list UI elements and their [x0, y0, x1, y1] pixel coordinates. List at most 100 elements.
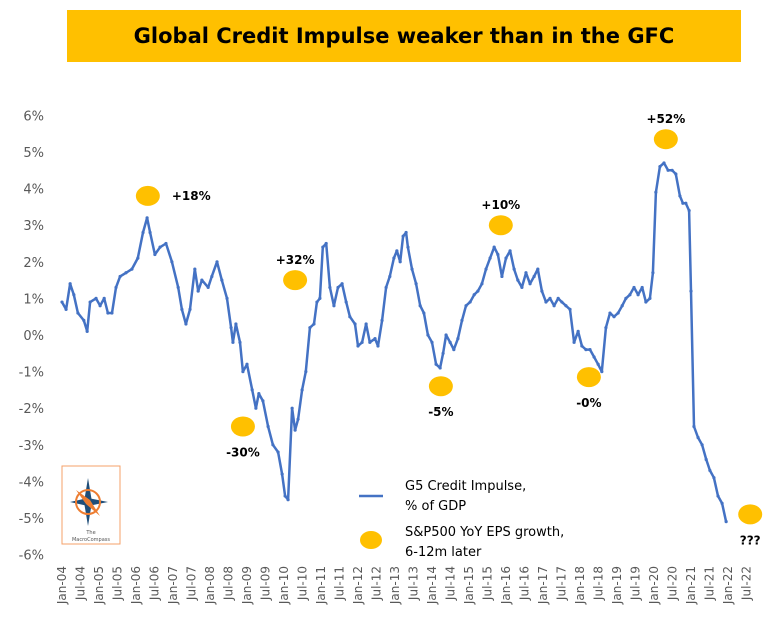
- line-point: [426, 333, 430, 337]
- x-tick-label: Jul-17: [555, 566, 569, 601]
- line-point: [241, 370, 245, 374]
- line-point: [460, 318, 464, 322]
- x-tick-label: Jul-19: [629, 566, 643, 601]
- logo-text-name: MacroCompass: [72, 537, 110, 543]
- x-tick-label: Jan-11: [314, 566, 328, 605]
- eps-dot-label: -0%: [576, 396, 601, 410]
- line-point: [332, 304, 336, 308]
- x-tick-label: Jan-17: [536, 566, 550, 605]
- line-point: [608, 311, 612, 315]
- line-point: [654, 190, 658, 194]
- line-point: [106, 311, 110, 315]
- line-point: [536, 267, 540, 271]
- eps-dot: [576, 367, 601, 388]
- line-point: [662, 161, 666, 165]
- line-point: [580, 344, 584, 348]
- x-tick-label: Jan-14: [425, 566, 439, 605]
- line-point: [193, 267, 197, 271]
- line-point: [254, 406, 258, 410]
- x-tick-label: Jan-19: [610, 566, 624, 605]
- legend-line-label-2: % of GDP: [405, 499, 466, 514]
- line-point: [344, 300, 348, 304]
- x-tick-label: Jan-06: [129, 566, 143, 605]
- line-point: [328, 285, 332, 290]
- y-tick-label: -6%: [19, 549, 44, 564]
- x-tick-label: Jul-11: [333, 566, 347, 601]
- line-point: [604, 326, 608, 330]
- credit-impulse-line: [60, 161, 728, 522]
- line-point: [170, 260, 174, 264]
- line-point: [206, 285, 210, 290]
- line-point: [395, 249, 399, 253]
- line-point: [200, 278, 204, 282]
- line-point: [315, 300, 319, 304]
- line-point: [592, 355, 596, 359]
- line-point: [700, 443, 704, 447]
- line-point: [612, 315, 616, 319]
- line-point: [148, 230, 152, 235]
- line-point: [564, 304, 568, 308]
- line-point: [308, 326, 312, 330]
- line-point: [245, 362, 249, 366]
- logo-text-the: The: [85, 530, 95, 536]
- line-point: [448, 340, 452, 344]
- line-point: [636, 293, 640, 297]
- line-point: [98, 304, 102, 308]
- line-point: [340, 282, 344, 286]
- line-point: [364, 322, 368, 326]
- line-point: [153, 252, 157, 257]
- line-point: [398, 260, 402, 264]
- line-point: [85, 329, 89, 333]
- x-tick-label: Jul-08: [222, 566, 236, 601]
- line-point: [280, 472, 284, 476]
- line-point: [724, 520, 728, 524]
- x-tick-label: Jul-21: [703, 566, 717, 601]
- x-tick-label: Jul-20: [666, 566, 680, 601]
- line-point: [356, 344, 360, 348]
- x-tick-label: Jul-13: [407, 566, 421, 601]
- line-point: [472, 293, 476, 297]
- credit-impulse-markers: [60, 161, 728, 524]
- x-tick-label: Jan-10: [277, 566, 291, 605]
- y-tick-label: -2%: [19, 402, 44, 417]
- line-point: [261, 399, 265, 403]
- line-point: [684, 201, 688, 205]
- line-point: [520, 285, 524, 290]
- y-tick-label: -3%: [19, 439, 44, 454]
- line-point: [696, 435, 700, 440]
- line-point: [588, 348, 592, 352]
- x-tick-label: Jul-18: [592, 566, 606, 601]
- line-point: [484, 267, 488, 271]
- line-point: [644, 300, 648, 304]
- x-axis: Jan-04 Jul-04 Jan-05 Jul-05 Jan-06 Jul-06 Jan-…: [55, 566, 754, 605]
- line-point: [64, 307, 68, 311]
- eps-dot-label: +52%: [646, 112, 685, 126]
- line-point: [666, 168, 670, 172]
- line-point: [572, 340, 576, 344]
- x-tick-label: Jan-20: [647, 566, 661, 605]
- line-point: [576, 329, 580, 333]
- line-point: [388, 274, 392, 279]
- legend-dot-label-2: 6-12m later: [405, 545, 482, 560]
- line-point: [180, 307, 184, 311]
- line-point: [184, 322, 188, 326]
- line-point: [300, 388, 304, 392]
- line-point: [145, 216, 149, 220]
- line-point: [616, 311, 620, 315]
- eps-dot-label: ???: [740, 533, 761, 547]
- line-point: [632, 285, 636, 290]
- line-point: [353, 322, 357, 326]
- line-point: [82, 318, 86, 322]
- eps-dot: [230, 416, 255, 437]
- eps-dot-label: -30%: [226, 446, 260, 460]
- x-tick-label: Jul-10: [296, 566, 310, 601]
- line-point: [234, 322, 238, 326]
- eps-dot-label: +10%: [481, 198, 520, 212]
- line-point: [512, 267, 516, 271]
- line-point: [658, 165, 662, 169]
- line-point: [336, 285, 340, 290]
- line-point: [438, 366, 442, 370]
- legend-line-label-1: G5 Credit Impulse,: [405, 479, 526, 494]
- line-point: [468, 300, 472, 304]
